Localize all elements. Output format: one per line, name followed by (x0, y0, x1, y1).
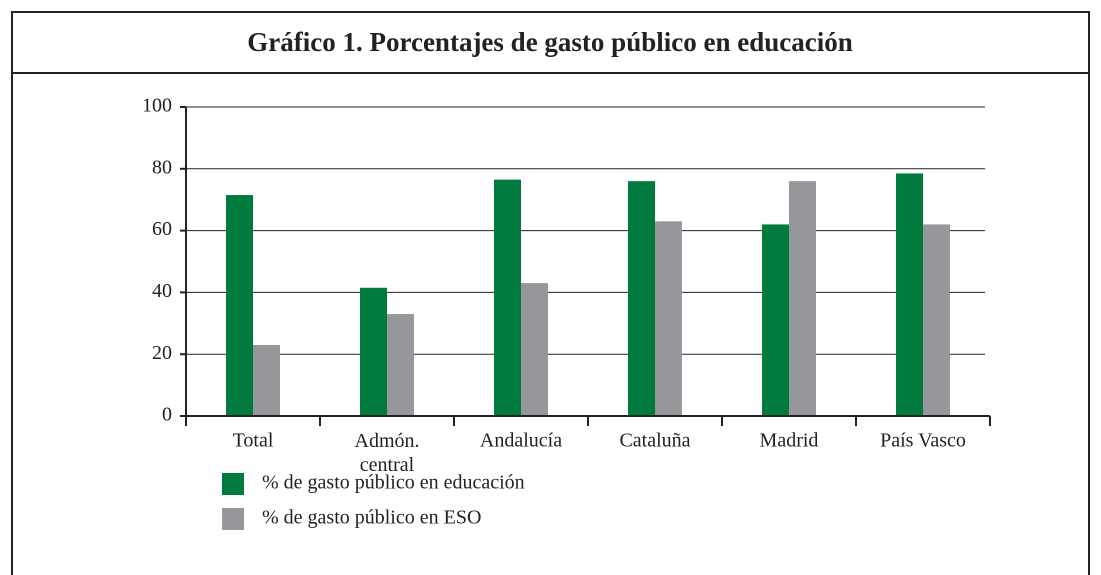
y-tick-label: 100 (142, 95, 172, 117)
y-tick-label: 80 (152, 156, 172, 178)
bar (494, 179, 521, 416)
chart-title: Gráfico 1. Porcentajes de gasto público … (247, 27, 852, 57)
bar (226, 195, 253, 416)
x-tick-label: Andalucía (480, 430, 562, 452)
bar (762, 224, 789, 416)
bar (789, 181, 816, 416)
y-tick-label: 60 (152, 218, 172, 240)
bar (360, 287, 387, 416)
x-tick-label: País Vasco (880, 430, 966, 452)
x-tick-label: Admón. central (355, 430, 420, 476)
bar (655, 221, 682, 416)
bar (896, 173, 923, 416)
legend-swatch (222, 508, 244, 530)
x-tick-label: Total (233, 430, 274, 452)
y-tick-label: 40 (152, 280, 172, 302)
bar (923, 224, 950, 416)
legend-label: % de gasto público en educación (262, 472, 525, 494)
y-tick-label: 20 (152, 342, 172, 364)
bar (253, 344, 280, 416)
x-tick-label: Cataluña (619, 430, 690, 452)
legend-label: % de gasto público en ESO (262, 507, 481, 529)
x-tick-label: Madrid (760, 430, 819, 452)
bar (628, 181, 655, 416)
bar (387, 314, 414, 416)
bar (521, 283, 548, 416)
frame (11, 11, 1090, 575)
y-tick-label: 0 (162, 404, 172, 426)
legend-swatch (222, 473, 244, 495)
